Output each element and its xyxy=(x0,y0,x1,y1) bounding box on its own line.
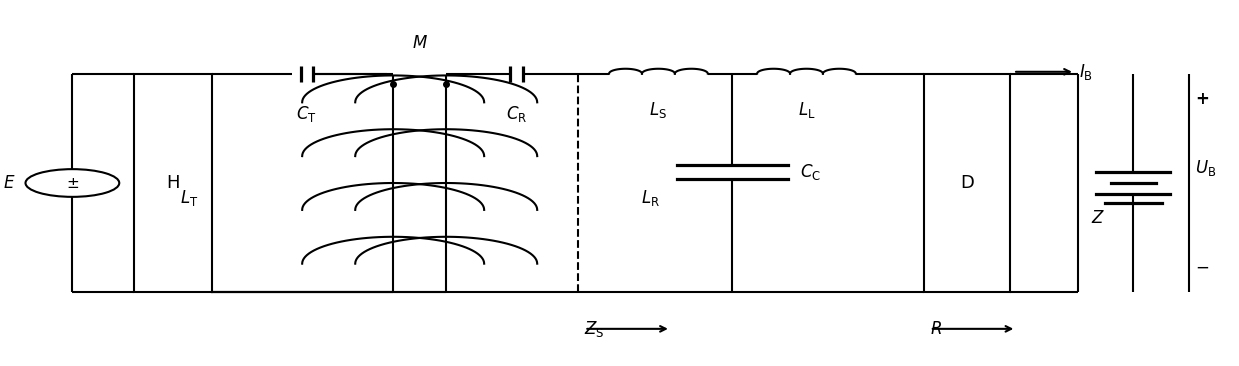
Text: $M$: $M$ xyxy=(411,34,427,52)
Text: $L_{\rm L}$: $L_{\rm L}$ xyxy=(798,100,815,120)
Text: $I_{\rm B}$: $I_{\rm B}$ xyxy=(1078,62,1093,82)
Text: $L_{\rm S}$: $L_{\rm S}$ xyxy=(649,100,668,120)
Text: +: + xyxy=(1196,90,1209,108)
Text: $C_{\rm R}$: $C_{\rm R}$ xyxy=(506,104,528,123)
Text: $L_{\rm T}$: $L_{\rm T}$ xyxy=(181,188,198,208)
Bar xyxy=(924,74,1010,292)
Text: H: H xyxy=(166,174,180,192)
Text: $-$: $-$ xyxy=(1196,258,1209,276)
Text: $U_{\rm B}$: $U_{\rm B}$ xyxy=(1196,158,1217,178)
Text: $L_{\rm R}$: $L_{\rm R}$ xyxy=(641,188,659,208)
Bar xyxy=(134,74,212,292)
Text: $C_{\rm C}$: $C_{\rm C}$ xyxy=(800,162,821,182)
Text: $C_{\rm T}$: $C_{\rm T}$ xyxy=(296,104,317,123)
Text: $Z_{\rm S}$: $Z_{\rm S}$ xyxy=(585,319,605,339)
Text: D: D xyxy=(960,174,974,192)
Text: $E$: $E$ xyxy=(4,174,16,192)
Text: $\pm$: $\pm$ xyxy=(66,176,79,190)
Text: $R$: $R$ xyxy=(929,320,942,338)
Text: $Z$: $Z$ xyxy=(1092,209,1105,227)
